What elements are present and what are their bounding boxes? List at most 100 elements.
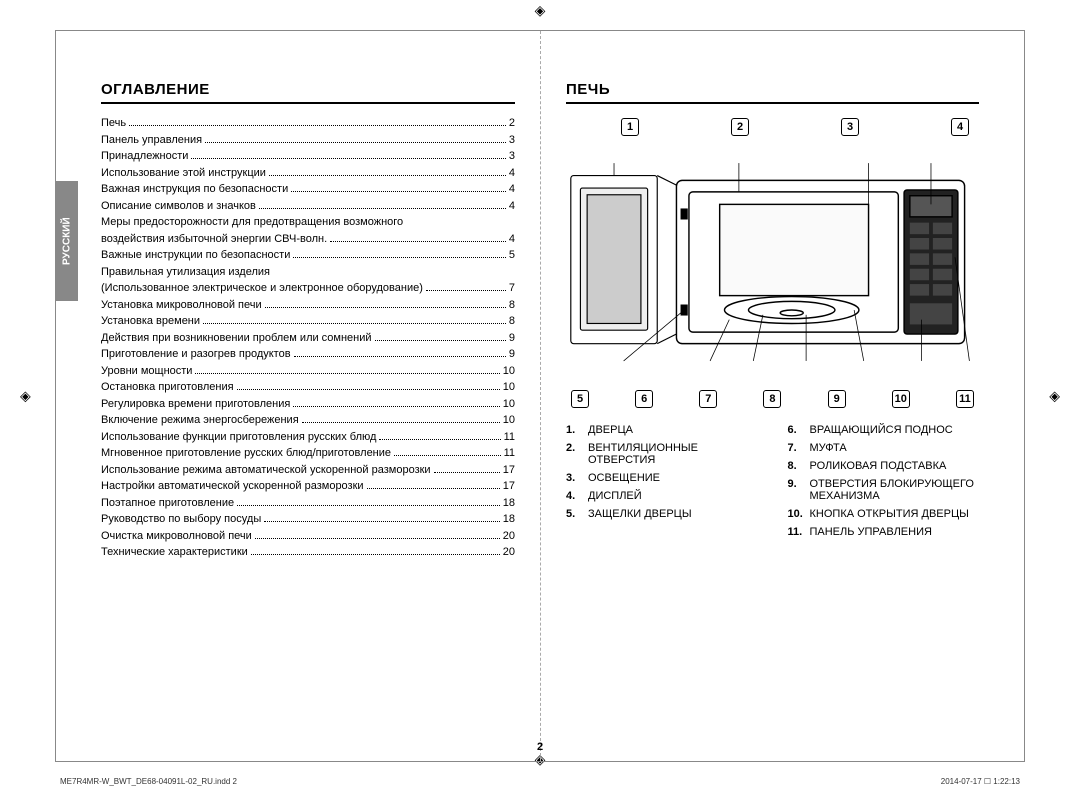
toc-label: Панель управления (101, 135, 202, 146)
callout-10: 10 (892, 390, 910, 408)
toc-row: Приготовление и разогрев продуктов9 (101, 349, 515, 360)
callout-7: 7 (699, 390, 717, 408)
part-number: 8. (788, 460, 810, 472)
toc-label: Настройки автоматической ускоренной разм… (101, 481, 364, 492)
part-row: 10.КНОПКА ОТКРЫТИЯ ДВЕРЦЫ (788, 508, 980, 520)
toc-row: Принадлежности 3 (101, 151, 515, 162)
parts-list: 1.ДВЕРЦА2.ВЕНТИЛЯЦИОННЫЕ ОТВЕРСТИЯ3.ОСВЕ… (566, 424, 979, 544)
toc-row: Технические характеристики20 (101, 547, 515, 558)
callouts-bottom: 567891011 (566, 390, 979, 408)
toc-label: Важные инструкции по безопасности (101, 250, 290, 261)
toc-dots (191, 158, 505, 159)
toc-page: 8 (509, 300, 515, 311)
toc-page: 10 (503, 382, 515, 393)
oven-title: ПЕЧЬ (566, 81, 979, 104)
toc-dots (367, 488, 500, 489)
toc-dots (291, 191, 506, 192)
toc-page: 3 (509, 135, 515, 146)
toc-label: Технические характеристики (101, 547, 248, 558)
toc-page: 5 (509, 250, 515, 261)
toc-page: 11 (504, 432, 515, 443)
toc-row: (Использованное электрическое и электрон… (101, 283, 515, 294)
right-column: ПЕЧЬ 1234 (540, 31, 1024, 761)
toc-dots (264, 521, 500, 522)
part-row: 3.ОСВЕЩЕНИЕ (566, 472, 758, 484)
toc-row: Руководство по выбору посуды18 (101, 514, 515, 525)
toc-row: Описание символов и значков 4 (101, 201, 515, 212)
part-row: 7.МУФТА (788, 442, 980, 454)
toc-dots (203, 323, 506, 324)
callout-9: 9 (828, 390, 846, 408)
toc-page: 11 (504, 448, 515, 459)
toc-page: 4 (509, 168, 515, 179)
toc-label: Описание символов и значков (101, 201, 256, 212)
toc-label: Использование режима автоматической уско… (101, 465, 431, 476)
toc-page: 17 (503, 481, 515, 492)
toc-dots (375, 340, 506, 341)
toc-page: 9 (509, 349, 515, 360)
toc-row: Установка микроволновой печи 8 (101, 300, 515, 311)
part-label: КНОПКА ОТКРЫТИЯ ДВЕРЦЫ (810, 508, 969, 520)
toc-page: 4 (509, 234, 515, 245)
part-row: 11.ПАНЕЛЬ УПРАВЛЕНИЯ (788, 526, 980, 538)
parts-column-right: 6.ВРАЩАЮЩИЙСЯ ПОДНОС7.МУФТА8.РОЛИКОВАЯ П… (788, 424, 980, 544)
part-number: 9. (788, 478, 810, 490)
toc-label: Действия при возникновении проблем или с… (101, 333, 372, 344)
toc-page: 3 (509, 151, 515, 162)
toc-dots (269, 175, 506, 176)
toc-label: Мгновенное приготовление русских блюд/пр… (101, 448, 391, 459)
registration-mark-top: ◈ (535, 2, 546, 19)
callout-6: 6 (635, 390, 653, 408)
language-tab: РУССКИЙ (56, 181, 78, 301)
toc-row: Остановка приготовления10 (101, 382, 515, 393)
toc-row: Меры предосторожности для предотвращения… (101, 217, 515, 228)
toc-label: Использование этой инструкции (101, 168, 266, 179)
toc-row: Важные инструкции по безопасности 5 (101, 250, 515, 261)
callout-5: 5 (571, 390, 589, 408)
toc-title: ОГЛАВЛЕНИЕ (101, 81, 515, 104)
toc-row: Установка времени8 (101, 316, 515, 327)
toc-label: Очистка микроволновой печи (101, 531, 252, 542)
toc-row: Использование функции приготовления русс… (101, 432, 515, 443)
toc-row: Поэтапное приготовление 18 (101, 498, 515, 509)
toc-dots (379, 439, 500, 440)
toc-dots (237, 389, 500, 390)
toc-label: Использование функции приготовления русс… (101, 432, 376, 443)
toc-label: Руководство по выбору посуды (101, 514, 261, 525)
page-frame: РУССКИЙ ОГЛАВЛЕНИЕ Печь 2 Панель управлени… (55, 30, 1025, 762)
part-row: 9.ОТВЕРСТИЯ БЛОКИРУЮЩЕГО МЕХАНИЗМА (788, 478, 980, 502)
part-number: 4. (566, 490, 588, 502)
toc-row: Правильная утилизация изделия (101, 267, 515, 278)
toc-page: 10 (503, 366, 515, 377)
toc-label: Уровни мощности (101, 366, 192, 377)
toc-dots (255, 538, 500, 539)
toc-label: Установка времени (101, 316, 200, 327)
part-label: ОСВЕЩЕНИЕ (588, 472, 660, 484)
toc-label: воздействия избыточной энергии СВЧ-волн. (101, 234, 327, 245)
toc-dots (302, 422, 500, 423)
toc-label: Установка микроволновой печи (101, 300, 262, 311)
toc-row: Настройки автоматической ускоренной разм… (101, 481, 515, 492)
part-number: 3. (566, 472, 588, 484)
toc-page: 18 (503, 498, 515, 509)
part-row: 2.ВЕНТИЛЯЦИОННЫЕ ОТВЕРСТИЯ (566, 442, 758, 466)
part-number: 2. (566, 442, 588, 454)
toc-page: 4 (509, 184, 515, 195)
toc-row: воздействия избыточной энергии СВЧ-волн.… (101, 234, 515, 245)
part-number: 10. (788, 508, 810, 520)
toc-label: Поэтапное приготовление (101, 498, 234, 509)
part-label: ВЕНТИЛЯЦИОННЫЕ ОТВЕРСТИЯ (588, 442, 758, 466)
toc-page: 2 (509, 118, 515, 129)
toc-dots (294, 356, 506, 357)
toc-label: (Использованное электрическое и электрон… (101, 283, 423, 294)
footer-filename: ME7R4MR-W_BWT_DE68-04091L-02_RU.indd 2 (60, 777, 237, 786)
toc-dots (265, 307, 506, 308)
toc-row: Использование этой инструкции 4 (101, 168, 515, 179)
part-number: 6. (788, 424, 810, 436)
toc-label: Включение режима энергосбережения (101, 415, 299, 426)
toc-label: Печь (101, 118, 126, 129)
toc-label: Принадлежности (101, 151, 188, 162)
footer: ME7R4MR-W_BWT_DE68-04091L-02_RU.indd 2 2… (60, 777, 1020, 786)
part-label: ВРАЩАЮЩИЙСЯ ПОДНОС (810, 424, 953, 436)
toc-page: 4 (509, 201, 515, 212)
